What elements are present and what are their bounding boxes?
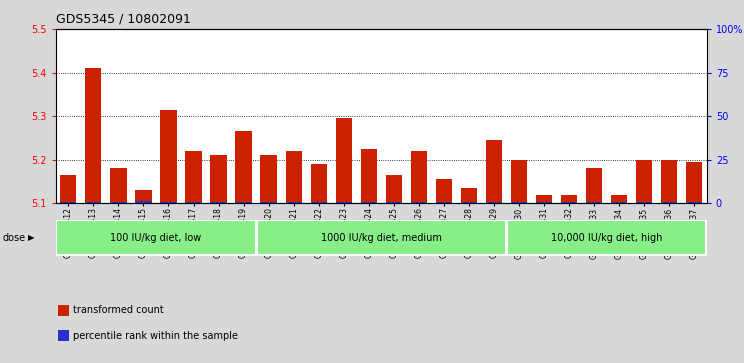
Bar <box>336 118 352 203</box>
Bar <box>286 201 302 203</box>
Bar <box>58 305 68 316</box>
Bar <box>310 164 327 203</box>
Bar <box>486 140 502 203</box>
Bar <box>161 110 176 203</box>
Bar <box>310 201 327 203</box>
Bar <box>211 155 227 203</box>
Bar <box>235 131 251 203</box>
Bar <box>385 175 402 203</box>
Bar <box>86 68 101 203</box>
Bar <box>511 201 527 203</box>
Bar <box>60 201 77 203</box>
Bar <box>536 195 552 203</box>
Bar <box>185 201 202 203</box>
Bar <box>507 220 706 255</box>
Bar <box>461 201 477 203</box>
Bar <box>561 195 577 203</box>
Bar <box>135 190 152 203</box>
Text: 100 IU/kg diet, low: 100 IU/kg diet, low <box>110 233 202 243</box>
Bar <box>536 201 552 203</box>
Bar <box>211 201 227 203</box>
Bar <box>661 160 677 203</box>
Bar <box>586 201 602 203</box>
Bar <box>361 149 377 203</box>
Bar <box>361 201 377 203</box>
Bar <box>636 160 652 203</box>
Bar <box>486 201 502 203</box>
Bar <box>110 201 126 203</box>
Bar <box>611 201 627 203</box>
Text: percentile rank within the sample: percentile rank within the sample <box>73 331 237 341</box>
Bar <box>60 175 77 203</box>
Bar <box>461 188 477 203</box>
Bar <box>611 195 627 203</box>
Text: 10,000 IU/kg diet, high: 10,000 IU/kg diet, high <box>551 233 662 243</box>
Bar <box>411 151 427 203</box>
Bar <box>260 155 277 203</box>
Bar <box>661 201 677 203</box>
Bar <box>86 201 101 203</box>
Bar <box>511 160 527 203</box>
Bar <box>135 201 152 203</box>
Bar <box>58 330 68 341</box>
Bar <box>260 201 277 203</box>
Bar <box>385 201 402 203</box>
Text: 1000 IU/kg diet, medium: 1000 IU/kg diet, medium <box>321 233 442 243</box>
Bar <box>436 201 452 203</box>
Bar <box>257 220 506 255</box>
Bar <box>286 151 302 203</box>
Bar <box>586 168 602 203</box>
Bar <box>185 151 202 203</box>
Bar <box>336 201 352 203</box>
Text: GDS5345 / 10802091: GDS5345 / 10802091 <box>56 13 190 26</box>
Text: ▶: ▶ <box>28 233 35 242</box>
Bar <box>686 201 702 203</box>
Bar <box>636 201 652 203</box>
Bar <box>57 220 256 255</box>
Bar <box>436 179 452 203</box>
Bar <box>411 201 427 203</box>
Bar <box>686 162 702 203</box>
Bar <box>561 201 577 203</box>
Bar <box>161 201 176 203</box>
Text: transformed count: transformed count <box>73 305 163 315</box>
Text: dose: dose <box>2 233 25 243</box>
Bar <box>110 168 126 203</box>
Bar <box>235 201 251 203</box>
